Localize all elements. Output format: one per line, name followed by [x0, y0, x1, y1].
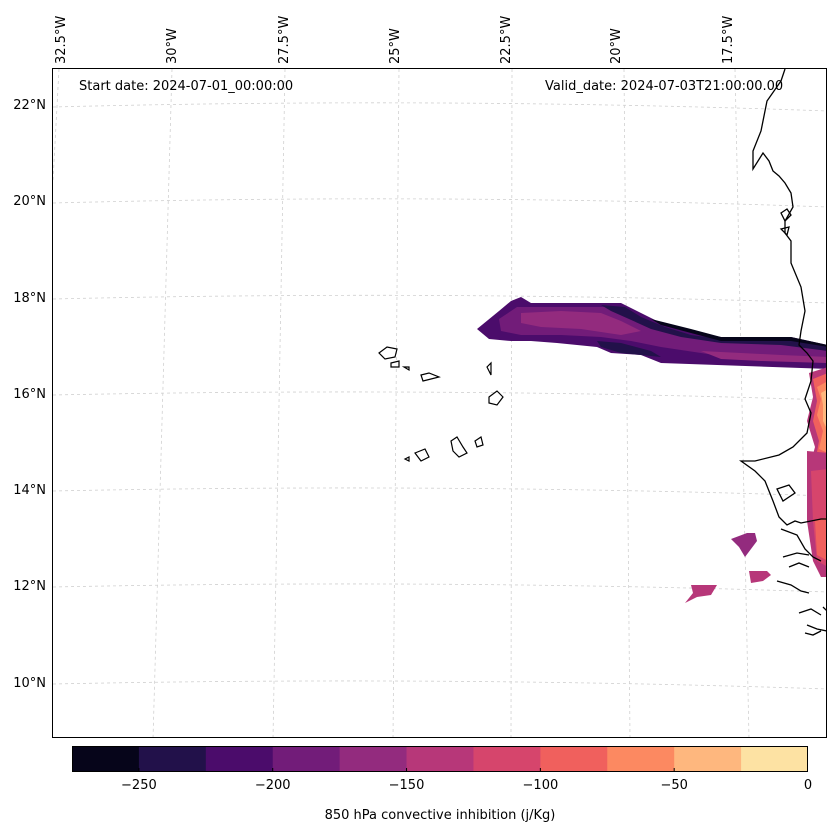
map-canvas [53, 69, 826, 737]
colorbar-outline [72, 746, 808, 772]
latitude-label: 16°N [13, 387, 46, 402]
island [378, 346, 398, 360]
valid-date-label: Valid_date: 2024-07-03T21:00:00.00 [545, 79, 784, 94]
colorbar-tick-label: −50 [660, 778, 688, 793]
island [486, 361, 492, 376]
cape-verde-islands [378, 346, 504, 462]
colorbar-swatch [674, 746, 742, 772]
latitude-label: 10°N [13, 676, 46, 691]
colorbar-swatch [339, 746, 408, 772]
coastline [738, 69, 826, 636]
longitude-label: 17.5°W [721, 15, 736, 64]
colorbar-swatch [607, 746, 675, 772]
colorbar-tick-label: −100 [522, 778, 559, 793]
graticule [53, 69, 826, 737]
latitude-label: 18°N [13, 291, 46, 306]
latitude-label: 12°N [13, 579, 46, 594]
island [403, 456, 410, 462]
island [401, 366, 410, 372]
island [390, 360, 400, 368]
latitude-label: 22°N [13, 98, 46, 113]
colorbar-tick-label: −250 [121, 778, 157, 793]
colorbar-swatch [138, 746, 207, 772]
colorbar-swatch [741, 746, 808, 772]
cin-coastal-patches [685, 367, 826, 603]
colorbar [72, 746, 808, 772]
longitude-label: 32.5°W [54, 15, 69, 64]
colorbar-tick-label: 0 [803, 778, 813, 793]
start-date-label: Start date: 2024-07-01_00:00:00 [79, 79, 294, 94]
colorbar-swatches [72, 746, 808, 772]
colorbar-swatch [540, 746, 608, 772]
colorbar-swatch [406, 746, 474, 772]
island [450, 436, 468, 458]
colorbar-swatch [272, 746, 341, 772]
longitude-label: 27.5°W [277, 15, 292, 64]
longitude-label: 20°W [609, 28, 624, 64]
colorbar-tick-label: −150 [388, 778, 425, 793]
island [474, 436, 484, 448]
longitude-label: 25°W [388, 28, 403, 64]
latitude-label: 20°N [13, 194, 46, 209]
island [488, 390, 504, 406]
map-frame[interactable]: Start date: 2024-07-01_00:00:00 Valid_da… [52, 68, 827, 738]
latitude-label: 14°N [13, 483, 46, 498]
colorbar-tick-label: −200 [254, 778, 291, 793]
longitude-label: 22.5°W [499, 15, 514, 64]
colorbar-title: 850 hPa convective inhibition (j/Kg) [324, 808, 556, 823]
colorbar-swatch [473, 746, 541, 772]
island [414, 448, 430, 462]
colorbar-swatch [205, 746, 274, 772]
cin-band [477, 297, 826, 369]
colorbar-ticks: −250 −200 −150 −100 −50 0 [72, 778, 812, 798]
longitude-label: 30°W [165, 28, 180, 64]
island [420, 372, 441, 382]
colorbar-swatch [72, 746, 140, 772]
